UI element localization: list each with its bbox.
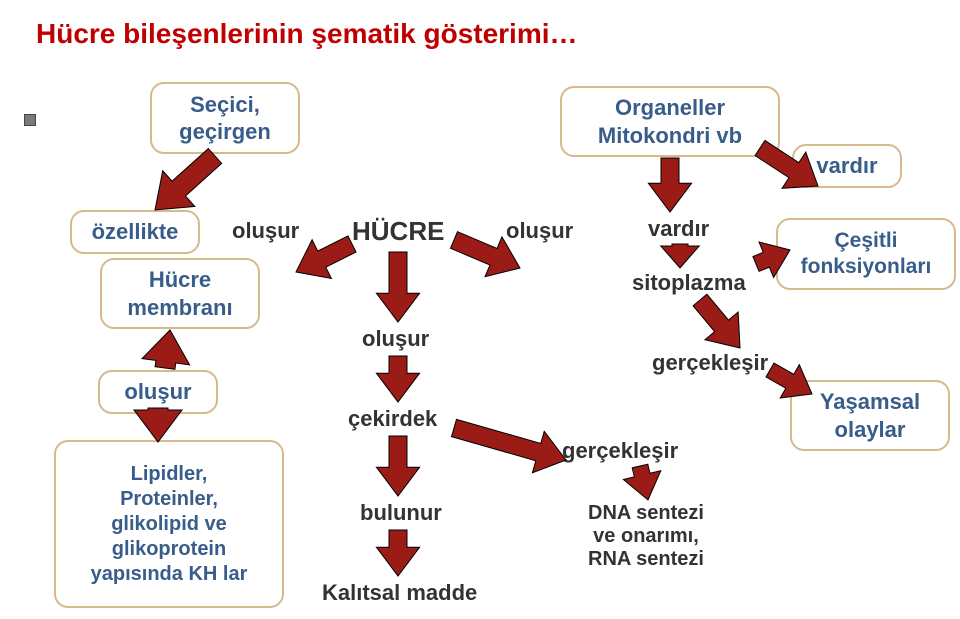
label-olusur2: oluşur (506, 218, 573, 244)
bulunur-to-kalitsal (376, 530, 419, 576)
label-kalitsal: Kalıtsal madde (322, 580, 477, 606)
organeller-to-vardir (648, 158, 691, 212)
olusur-to-membran (141, 327, 194, 371)
label-cekirdek: çekirdek (348, 406, 437, 432)
gercek2-to-dna (621, 462, 666, 505)
node-secici: Seçici, geçirgen (150, 82, 300, 154)
node-organeller: Organeller Mitokondri vb (560, 86, 780, 157)
cekirdek-to-bulunur (376, 436, 419, 496)
node-olusur-sol: oluşur (98, 370, 218, 414)
hucre-down (376, 252, 419, 322)
node-cesitli: Çeşitli fonksiyonları (776, 218, 956, 290)
cekirdek-to-gercek2 (448, 407, 572, 481)
diagram-stage: Hücre bileşenlerinin şematik gösterimi… … (0, 0, 960, 619)
olusur-to-cekirdek (376, 356, 419, 402)
label-vardir2: vardır (648, 216, 709, 242)
node-ozellikte: özellikte (70, 210, 200, 254)
node-membran: Hücre membranı (100, 258, 260, 329)
label-bulunur: bulunur (360, 500, 442, 526)
slide-bullet (24, 114, 36, 126)
label-olusur3: oluşur (362, 326, 429, 352)
label-gercek1: gerçekleşir (652, 350, 768, 376)
vardir-to-sitoplazma (661, 244, 699, 268)
label-olusur1: oluşur (232, 218, 299, 244)
node-yasamsal: Yaşamsal olaylar (790, 380, 950, 451)
diagram-title: Hücre bileşenlerinin şematik gösterimi… (36, 18, 578, 50)
label-hucre: HÜCRE (352, 216, 444, 247)
node-vardir-ust: vardır (792, 144, 902, 188)
node-lipidler: Lipidler, Proteinler, glikolipid ve glik… (54, 440, 284, 608)
label-dna: DNA sentezi ve onarımı, RNA sentezi (588, 502, 704, 571)
label-sitoplazma: sitoplazma (632, 270, 746, 296)
label-gercek2: gerçekleşir (562, 438, 678, 464)
